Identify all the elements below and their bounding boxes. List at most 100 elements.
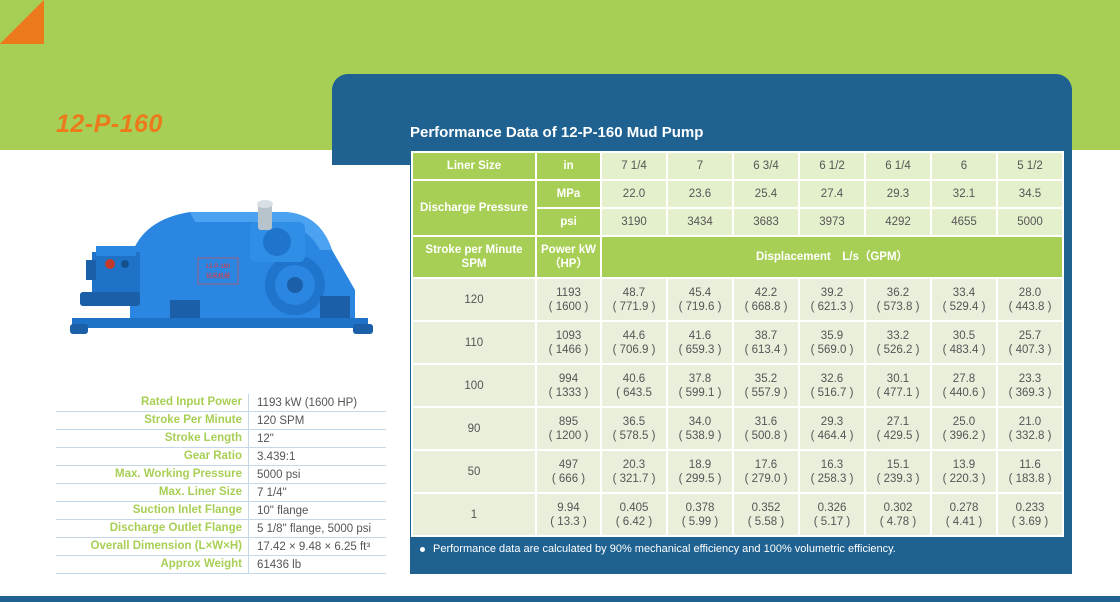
spec-row: Max. Liner Size 7 1/4" bbox=[56, 484, 386, 502]
displacement-gpm: ( 407.3 ) bbox=[1008, 343, 1052, 356]
displacement-cell: 33.4( 529.4 ) bbox=[930, 277, 998, 322]
displacement-gpm: ( 321.7 ) bbox=[612, 472, 656, 485]
table-row: 110 1093( 1466 ) 44.6( 706.9 ) 41.6( 659.3 … bbox=[411, 320, 1064, 365]
displacement-gpm: ( 443.8 ) bbox=[1008, 300, 1052, 313]
displacement-gpm: ( 220.3 ) bbox=[942, 472, 986, 485]
spec-list: Rated Input Power 1193 kW (1600 HP) Stroke… bbox=[56, 394, 386, 574]
power-kw: 1193 bbox=[556, 286, 581, 299]
mpa-cell: 25.4 bbox=[732, 179, 800, 209]
displacement-gpm: ( 500.8 ) bbox=[744, 429, 788, 442]
spec-label: Max. Working Pressure bbox=[56, 466, 249, 483]
power-kw: 895 bbox=[558, 415, 579, 428]
liner-size-cell: 6 1/2 bbox=[798, 151, 866, 181]
displacement-cell: 38.7( 613.4 ) bbox=[732, 320, 800, 365]
power-cell: 1093( 1466 ) bbox=[535, 320, 602, 365]
displacement-gpm: ( 239.3 ) bbox=[876, 472, 920, 485]
displacement-ls: 33.4 bbox=[952, 286, 976, 299]
displacement-cell: 13.9( 220.3 ) bbox=[930, 449, 998, 494]
table-row: 120 1193( 1600 ) 48.7( 771.9 ) 45.4( 719.6 … bbox=[411, 277, 1064, 322]
displacement-gpm: ( 5.99 ) bbox=[681, 515, 719, 528]
displacement-cell: 0.352( 5.58 ) bbox=[732, 492, 800, 537]
mpa-cell: 23.6 bbox=[666, 179, 734, 209]
displacement-gpm: ( 529.4 ) bbox=[942, 300, 986, 313]
displacement-cell: 0.326( 5.17 ) bbox=[798, 492, 866, 537]
psi-unit-header: psi bbox=[535, 207, 602, 237]
table-row: Discharge Pressure MPa 22.0 23.6 25.4 27.4 29.… bbox=[411, 179, 1064, 237]
displacement-gpm: ( 5.17 ) bbox=[813, 515, 851, 528]
displacement-ls: 25.7 bbox=[1018, 329, 1042, 342]
displacement-cell: 35.2( 557.9 ) bbox=[732, 363, 800, 408]
displacement-cell: 48.7( 771.9 ) bbox=[600, 277, 668, 322]
displacement-ls: 27.8 bbox=[952, 372, 976, 385]
pump-image: 12-P-160 钻采机械 bbox=[70, 200, 373, 334]
displacement-gpm: ( 5.58 ) bbox=[747, 515, 785, 528]
performance-table: Liner Size in 7 1/4 7 6 3/4 6 1/2 6 1/4 6 5 1/2 D… bbox=[411, 151, 1064, 537]
spm-cell: 50 bbox=[411, 449, 537, 494]
liner-size-cell: 6 3/4 bbox=[732, 151, 800, 181]
mpa-cell: 34.5 bbox=[996, 179, 1064, 209]
displacement-ls: 32.6 bbox=[820, 372, 844, 385]
power-hp: ( 1333 ) bbox=[548, 386, 589, 399]
panel-notch bbox=[332, 165, 410, 585]
spec-value: 12" bbox=[257, 432, 274, 445]
displacement-cell: 30.1( 477.1 ) bbox=[864, 363, 932, 408]
liner-size-cell: 5 1/2 bbox=[996, 151, 1064, 181]
table-row: psi 3190 3434 3683 3973 4292 4655 5000 bbox=[412, 207, 1064, 237]
spec-label: Stroke Per Minute bbox=[56, 412, 249, 429]
spec-row: Max. Working Pressure 5000 psi bbox=[56, 466, 386, 484]
psi-cell: 3434 bbox=[666, 207, 734, 237]
psi-cell: 3190 bbox=[600, 207, 668, 237]
displacement-ls: 34.0 bbox=[688, 415, 712, 428]
displacement-ls: 29.3 bbox=[820, 415, 844, 428]
displacement-cell: 25.7( 407.3 ) bbox=[996, 320, 1064, 365]
displacement-cell: 34.0( 538.9 ) bbox=[666, 406, 734, 451]
spec-value: 7 1/4" bbox=[257, 486, 287, 499]
spec-row: Rated Input Power 1193 kW (1600 HP) bbox=[56, 394, 386, 412]
displacement-ls: 44.6 bbox=[622, 329, 646, 342]
psi-cell: 4292 bbox=[864, 207, 932, 237]
spec-label: Suction Inlet Flange bbox=[56, 502, 249, 519]
displacement-cell: 37.8( 599.1 ) bbox=[666, 363, 734, 408]
displacement-ls: 0.233 bbox=[1015, 501, 1045, 514]
displacement-ls: 0.378 bbox=[685, 501, 715, 514]
spec-row: Suction Inlet Flange 10" flange bbox=[56, 502, 386, 520]
power-header: Power kW（HP） bbox=[535, 235, 602, 279]
displacement-cell: 35.9( 569.0 ) bbox=[798, 320, 866, 365]
power-cell: 9.94( 13.3 ) bbox=[535, 492, 602, 537]
power-cell: 895( 1200 ) bbox=[535, 406, 602, 451]
displacement-gpm: ( 464.4 ) bbox=[810, 429, 854, 442]
bottom-bar bbox=[0, 596, 1120, 602]
spec-value: 10" flange bbox=[257, 504, 309, 517]
table-row: Stroke per Minute SPM Power kW（HP） Displac… bbox=[411, 235, 1064, 279]
displacement-ls: 16.3 bbox=[820, 458, 844, 471]
displacement-ls: 15.1 bbox=[886, 458, 910, 471]
spm-cell: 110 bbox=[411, 320, 537, 365]
displacement-gpm: ( 706.9 ) bbox=[612, 343, 656, 356]
displacement-gpm: ( 429.5 ) bbox=[876, 429, 920, 442]
displacement-cell: 44.6( 706.9 ) bbox=[600, 320, 668, 365]
discharge-pressure-header: Discharge Pressure bbox=[411, 179, 537, 237]
liner-size-cell: 7 1/4 bbox=[600, 151, 668, 181]
displacement-ls: 30.1 bbox=[886, 372, 910, 385]
displacement-cell: 20.3( 321.7 ) bbox=[600, 449, 668, 494]
displacement-ls: 33.2 bbox=[886, 329, 910, 342]
displacement-gpm: ( 396.2 ) bbox=[942, 429, 986, 442]
footnote-text: Performance data are calculated by 90% m… bbox=[433, 543, 896, 555]
spec-label: Rated Input Power bbox=[56, 394, 249, 411]
displacement-cell: 17.6( 279.0 ) bbox=[732, 449, 800, 494]
power-kw: 994 bbox=[558, 372, 579, 385]
power-hp: ( 1600 ) bbox=[548, 300, 589, 313]
spec-value: 5 1/8" flange, 5000 psi bbox=[257, 522, 372, 535]
displacement-gpm: ( 621.3 ) bbox=[810, 300, 854, 313]
spm-cell: 100 bbox=[411, 363, 537, 408]
spec-label: Max. Liner Size bbox=[56, 484, 249, 501]
spec-value: 17.42 × 9.48 × 6.25 ft³ bbox=[257, 540, 371, 553]
displacement-header: Displacement L/s（GPM） bbox=[600, 235, 1064, 279]
spec-label: Approx Weight bbox=[56, 556, 249, 573]
table-row: 50 497( 666 ) 20.3( 321.7 ) 18.9( 299.5 ) 17… bbox=[411, 449, 1064, 494]
liner-size-cell: 6 1/4 bbox=[864, 151, 932, 181]
displacement-cell: 23.3( 369.3 ) bbox=[996, 363, 1064, 408]
displacement-cell: 0.233( 3.69 ) bbox=[996, 492, 1064, 537]
table-row: Liner Size in 7 1/4 7 6 3/4 6 1/2 6 1/4 6 5 1/2 bbox=[411, 151, 1064, 181]
bullet-icon bbox=[420, 546, 425, 552]
